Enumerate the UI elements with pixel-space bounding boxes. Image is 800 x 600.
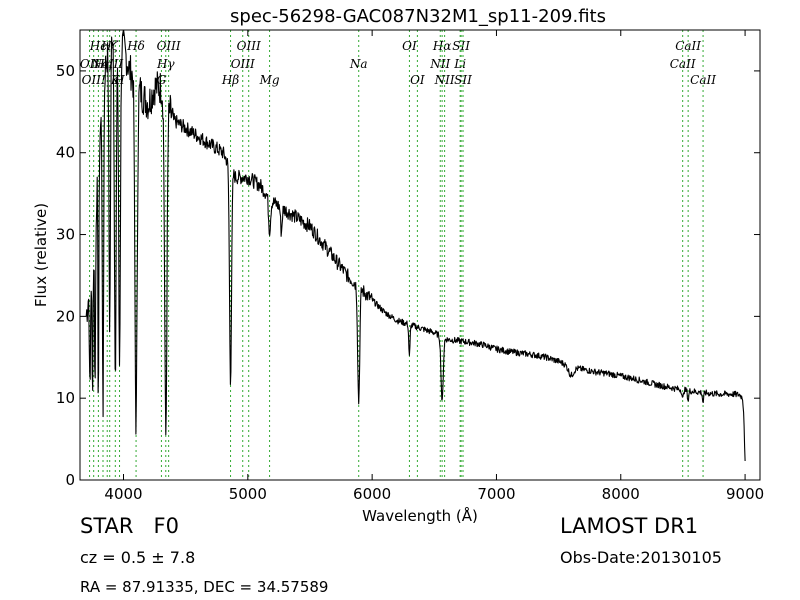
line-marker-label: NII [429, 57, 450, 71]
line-marker-label: CaII [670, 57, 696, 71]
line-marker-label: SII [454, 73, 472, 87]
line-marker-label: Hδ [126, 39, 145, 53]
line-marker-label: CaII [690, 73, 716, 87]
line-marker-label: NII [434, 73, 455, 87]
x-tick-label: 4000 [104, 485, 142, 503]
plot-frame [79, 29, 761, 481]
line-marker-label: Na [349, 57, 368, 71]
line-marker-label: OI [402, 39, 417, 53]
line-marker-label: G [157, 73, 167, 87]
line-marker-label: Hϵ [89, 39, 107, 53]
line-marker-label: Hβ [221, 73, 239, 87]
line-marker-label: CaII [675, 39, 701, 53]
line-marker-label: Hα [432, 39, 452, 53]
line-marker-label: OIII [82, 73, 106, 87]
survey-label: LAMOST DR1 [560, 514, 699, 538]
line-marker-label: H [113, 73, 125, 87]
observation-date: Obs-Date:20130105 [560, 548, 722, 567]
x-tick-label: 9000 [726, 485, 764, 503]
x-axis-label: Wavelength (Å) [362, 506, 478, 525]
line-marker-label: OI [410, 73, 425, 87]
redshift-text: cz = 0.5 ± 7.8 [80, 548, 196, 567]
y-tick-label: 30 [56, 226, 75, 244]
y-tick-label: 0 [65, 471, 75, 489]
x-tick-label: 8000 [602, 485, 640, 503]
line-marker-label: OIII [231, 57, 255, 71]
line-marker-label: Li [453, 57, 466, 71]
y-tick-label: 40 [56, 144, 75, 162]
line-marker-label: Hγ [156, 57, 175, 71]
spectrum-layer [85, 30, 746, 462]
y-tick-label: 10 [56, 389, 75, 407]
x-tick-label: 7000 [477, 485, 515, 503]
line-marker-label: OIII [237, 39, 261, 53]
line-marker-label: OIII [157, 39, 181, 53]
line-marker-label: Hζ [100, 39, 119, 53]
x-tick-label: 6000 [353, 485, 391, 503]
line-marker-label: Mg [259, 73, 280, 87]
y-axis-label: Flux (relative) [32, 203, 50, 307]
y-tick-label: 50 [56, 62, 75, 80]
x-tick-label: 5000 [229, 485, 267, 503]
spectrum-line [85, 30, 746, 462]
axis-ticks-layer: 4000 5000 6000 7000 8000 9000 0 10 20 30 40 50 [56, 30, 764, 503]
y-tick-label: 20 [56, 307, 75, 325]
coordinates-text: RA = 87.91335, DEC = 34.57589 [80, 578, 329, 596]
chart-title: spec-56298-GAC087N32M1_sp11-209.fits [230, 6, 606, 27]
line-marker-label: OII [80, 57, 100, 71]
line-marker-label: K [110, 73, 121, 87]
line-marker-label: SII [452, 39, 470, 53]
object-class-label: STAR F0 [80, 514, 179, 538]
